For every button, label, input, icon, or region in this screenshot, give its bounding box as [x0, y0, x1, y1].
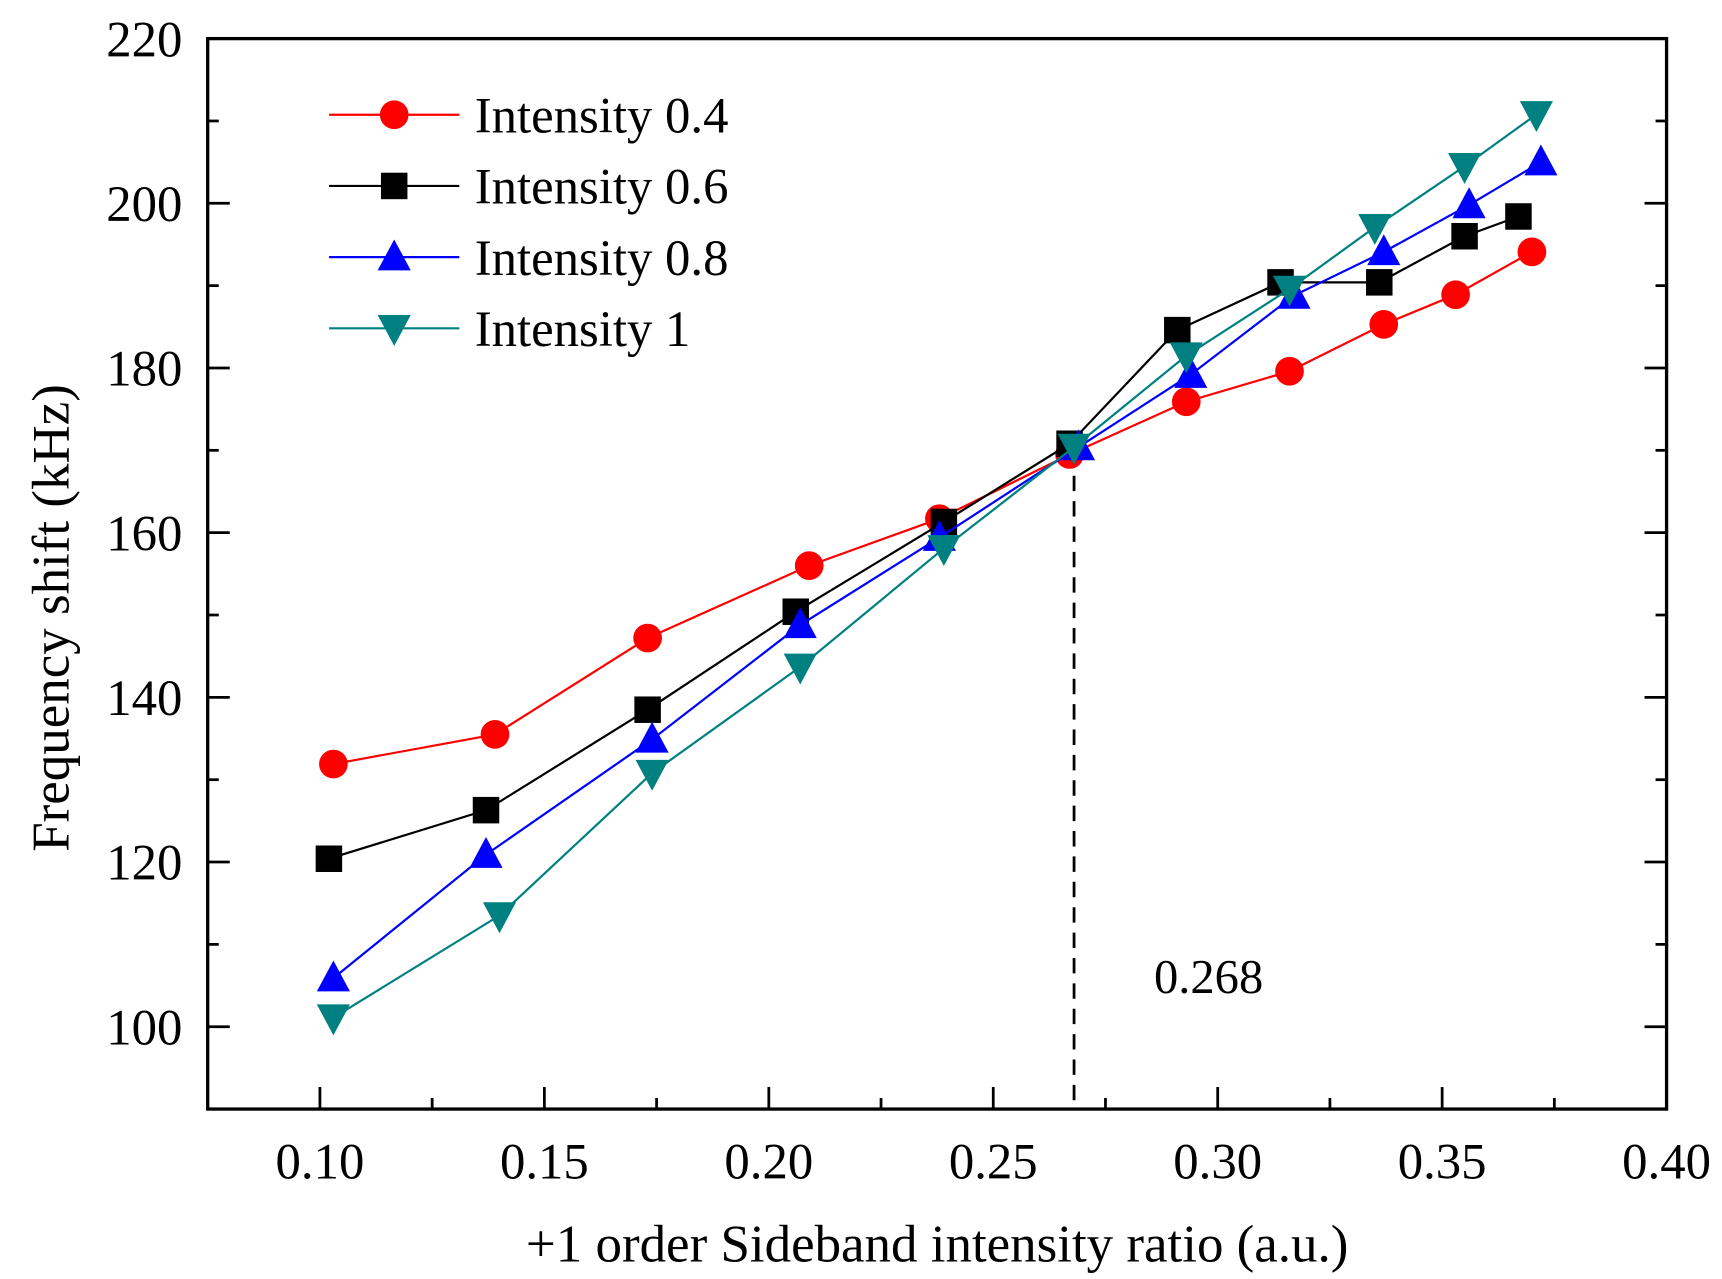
data-point — [1505, 203, 1532, 230]
y-axis-label: Frequency shift (kHz) — [23, 384, 81, 852]
data-point — [1519, 101, 1553, 133]
x-tick-label: 0.30 — [1173, 1134, 1262, 1190]
data-point — [1367, 234, 1401, 266]
data-point — [1169, 342, 1203, 374]
legend-item: Intensity 0.6 — [329, 159, 728, 215]
x-tick-label: 0.40 — [1622, 1134, 1711, 1190]
data-point — [783, 607, 817, 639]
data-point — [482, 902, 517, 934]
data-point — [319, 749, 348, 779]
x-tick-label: 0.20 — [724, 1134, 813, 1190]
plot-frame — [206, 36, 1669, 1111]
data-point — [1057, 433, 1091, 465]
data-point — [1275, 356, 1304, 386]
data-point — [1164, 316, 1191, 344]
data-point — [472, 796, 500, 824]
x-tick-label: 0.25 — [949, 1134, 1038, 1190]
data-point — [316, 1004, 350, 1036]
legend-marker — [377, 315, 411, 346]
legend-item: Intensity 0.8 — [329, 230, 728, 286]
data-point — [480, 720, 510, 749]
data-point — [1174, 356, 1208, 388]
data-point — [633, 623, 662, 653]
data-point — [794, 551, 824, 580]
data-point — [1358, 213, 1392, 245]
legend-item: Intensity 1 — [329, 301, 690, 357]
legend-marker — [377, 239, 411, 271]
y-tick-label: 140 — [106, 670, 182, 726]
data-point — [315, 845, 343, 872]
y-tick-label: 100 — [106, 999, 182, 1055]
plot-area — [315, 101, 1558, 1110]
data-point — [1171, 387, 1201, 417]
data-point — [635, 721, 669, 753]
legend: Intensity 0.4 Intensity 0.6 Intensity 0.8 I… — [329, 87, 728, 357]
y-tick-label: 200 — [106, 176, 182, 232]
data-point — [1441, 280, 1470, 310]
legend-item: Intensity 0.4 — [329, 87, 728, 143]
y-tick-label: 120 — [106, 835, 182, 891]
data-point — [316, 960, 350, 992]
data-point — [1272, 275, 1307, 307]
data-point — [783, 653, 817, 685]
series-intensity-1 — [316, 101, 1553, 1036]
y-tick-label: 180 — [106, 341, 182, 397]
data-point — [1366, 269, 1393, 296]
data-point — [635, 759, 669, 791]
x-tick-label: 0.15 — [500, 1134, 589, 1190]
data-point — [1517, 237, 1547, 267]
data-point — [1448, 153, 1482, 184]
legend-label: Intensity 0.8 — [475, 230, 729, 286]
data-point — [1369, 310, 1399, 339]
legend-label: Intensity 0.4 — [475, 87, 729, 143]
data-point — [469, 836, 503, 868]
legend-label: Intensity 0.6 — [475, 159, 729, 215]
x-tick-label: 0.35 — [1398, 1134, 1487, 1190]
data-point — [1451, 222, 1478, 250]
data-point — [927, 535, 961, 566]
y-tick-label: 160 — [106, 505, 182, 561]
data-point — [1452, 187, 1486, 219]
legend-label: Intensity 1 — [475, 301, 691, 357]
x-tick-label: 0.10 — [276, 1134, 365, 1190]
legend-marker — [380, 172, 408, 200]
annotation-label: 0.268 — [1154, 950, 1263, 1004]
x-axis-label: +1 order Sideband intensity ratio (a.u.) — [526, 1215, 1348, 1273]
legend-marker — [379, 100, 409, 130]
y-tick-label: 220 — [106, 11, 182, 67]
data-point — [634, 696, 661, 723]
data-point — [1524, 144, 1558, 176]
axis-ticks: 0.10 0.15 0.20 0.25 0.30 0.35 0.40 100 120 140 160… — [106, 11, 1711, 1189]
